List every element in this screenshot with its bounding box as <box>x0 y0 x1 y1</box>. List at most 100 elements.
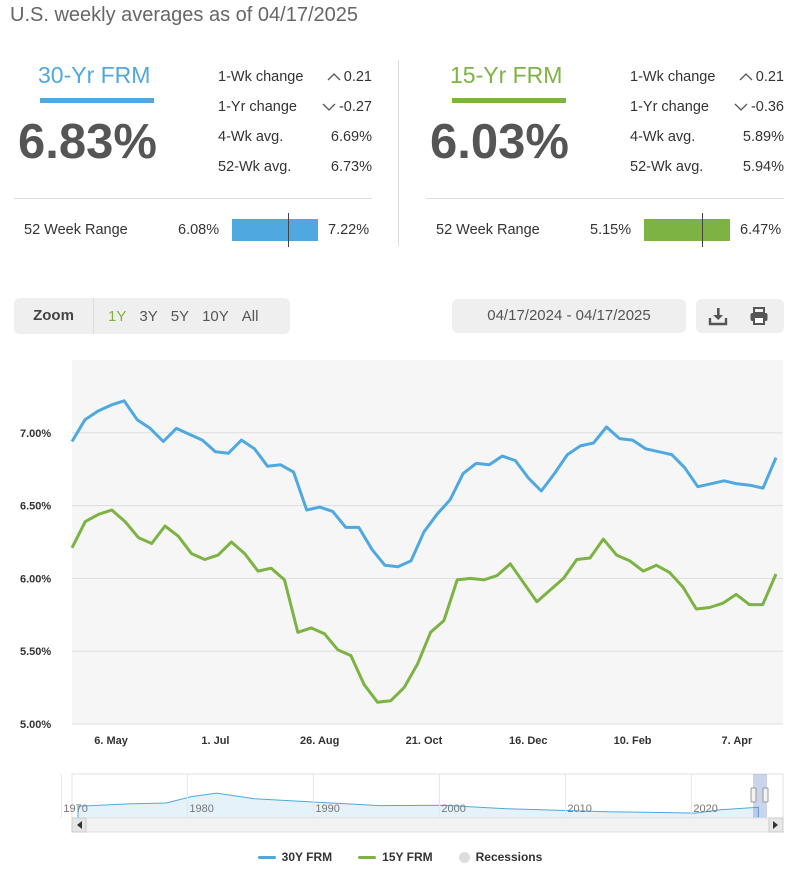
card-separator <box>398 60 399 246</box>
navigator-window[interactable] <box>753 774 767 818</box>
range-high: 7.22% <box>328 222 370 238</box>
rate-name: 15-Yr FRM <box>450 62 563 88</box>
legend-swatch <box>458 851 470 863</box>
rate-card-30yr: 30-Yr FRM 6.83% 1-Wk change 0.21 1-Yr cha… <box>14 56 374 247</box>
stat-table: 1-Wk change 0.21 1-Yr change -0.36 4-Wk av… <box>630 62 784 182</box>
y-tick-label: 6.50% <box>20 501 51 513</box>
stat-value: -0.36 <box>750 99 784 115</box>
x-tick-label: 6. May <box>94 735 129 747</box>
stat-label: 4-Wk avg. <box>630 129 696 145</box>
x-tick-label: 1. Jul <box>201 735 229 747</box>
zoom-3y-button[interactable]: 3Y <box>139 307 158 325</box>
stat-row: 4-Wk avg. 6.69% <box>218 122 372 152</box>
export-toolbar <box>696 299 784 333</box>
stat-value: 6.69% <box>330 129 372 145</box>
stat-value: 0.21 <box>755 69 784 85</box>
range-marker <box>701 213 704 247</box>
y-tick-label: 6.00% <box>20 573 51 585</box>
divider <box>426 198 784 199</box>
series-line <box>70 399 778 569</box>
stat-value: 5.89% <box>742 129 784 145</box>
range-marker <box>287 213 290 247</box>
y-tick-label: 5.50% <box>20 646 51 658</box>
print-icon[interactable] <box>749 306 769 326</box>
legend-label: 15Y FRM <box>382 850 433 864</box>
x-tick-label: 16. Dec <box>509 735 548 747</box>
stat-row: 1-Yr change -0.36 <box>630 92 784 122</box>
scrollbar-track[interactable] <box>71 817 784 833</box>
range-bar <box>232 213 318 247</box>
rate-name: 30-Yr FRM <box>38 62 151 88</box>
rate-value: 6.03% <box>430 115 569 169</box>
legend-label: 30Y FRM <box>281 850 333 864</box>
navigator-tick-label: 1970 <box>63 803 87 815</box>
y-tick-label: 7.00% <box>20 428 51 440</box>
range-high: 6.47% <box>740 222 782 238</box>
x-tick-label: 7. Apr <box>722 735 753 747</box>
zoom-5y-button[interactable]: 5Y <box>170 307 190 325</box>
legend-item-15y[interactable]: 15Y FRM <box>358 850 433 864</box>
stat-row: 1-Wk change 0.21 <box>630 62 784 92</box>
stat-row: 1-Yr change -0.27 <box>218 92 372 122</box>
zoom-toolbar: Zoom 1Y 3Y 5Y 10Y All <box>14 298 290 334</box>
range-label: 52 Week Range <box>436 222 540 238</box>
series-line <box>70 508 778 704</box>
chevron-up-icon <box>739 73 753 81</box>
zoom-label: Zoom <box>14 298 94 334</box>
legend-item-recessions[interactable]: Recessions <box>458 850 543 864</box>
stat-label: 52-Wk avg. <box>218 159 292 175</box>
stat-value: -0.27 <box>338 99 372 115</box>
navigator-area <box>71 773 784 819</box>
plot-area <box>72 360 783 724</box>
stat-label: 1-Yr change <box>218 99 297 115</box>
legend-label: Recessions <box>475 850 543 864</box>
range-low: 5.15% <box>590 222 632 238</box>
range-low: 6.08% <box>178 222 220 238</box>
divider <box>14 198 372 199</box>
stat-row: 52-Wk avg. 6.73% <box>218 152 372 182</box>
chevron-up-icon <box>327 73 341 81</box>
stat-label: 1-Wk change <box>218 69 304 85</box>
stat-label: 52-Wk avg. <box>630 159 704 175</box>
rate-value: 6.83% <box>18 115 157 169</box>
stat-row: 1-Wk change 0.21 <box>218 62 372 92</box>
page-title: U.S. weekly averages as of 04/17/2025 <box>10 4 358 26</box>
stat-value: 0.21 <box>343 69 372 85</box>
y-tick-label: 5.00% <box>20 719 51 731</box>
stat-label: 4-Wk avg. <box>218 129 284 145</box>
zoom-all-button[interactable]: All <box>241 307 259 325</box>
rate-underline <box>40 98 154 103</box>
navigator-series <box>77 792 759 819</box>
stat-value: 5.94% <box>742 159 784 175</box>
stat-label: 1-Wk change <box>630 69 716 85</box>
range-bar <box>644 213 730 247</box>
stat-label: 1-Yr change <box>630 99 709 115</box>
x-tick-label: 10. Feb <box>614 735 652 747</box>
stat-row: 4-Wk avg. 5.89% <box>630 122 784 152</box>
rate-card-15yr: 15-Yr FRM 6.03% 1-Wk change 0.21 1-Yr cha… <box>426 56 786 247</box>
x-tick-label: 21. Oct <box>406 735 443 747</box>
legend: 30Y FRM 15Y FRM Recessions <box>0 850 800 864</box>
navigator-handle-right[interactable] <box>762 787 769 803</box>
chevron-right-icon <box>773 821 778 829</box>
date-range-input[interactable]: 04/17/2024 - 04/17/2025 <box>452 299 686 333</box>
legend-swatch <box>257 855 276 859</box>
zoom-1y-button[interactable]: 1Y <box>108 307 127 325</box>
chevron-down-icon <box>322 103 336 111</box>
chevron-left-icon <box>77 821 82 829</box>
main-chart: 5.00% 5.50% 6.00% 6.50% 7.00% 6. May 1. Jul 26… <box>20 360 783 747</box>
navigator-tick-label: 2000 <box>441 803 465 815</box>
navigator-tick-label: 2010 <box>567 803 591 815</box>
stat-value: 6.73% <box>330 159 372 175</box>
range-label: 52 Week Range <box>24 222 128 238</box>
legend-item-30y[interactable]: 30Y FRM <box>257 850 333 864</box>
zoom-10y-button[interactable]: 10Y <box>202 307 229 325</box>
download-icon[interactable] <box>708 306 728 326</box>
navigator[interactable]: 1970 1980 1990 2000 2010 2020 <box>0 770 800 836</box>
x-tick-label: 26. Aug <box>300 735 339 747</box>
legend-swatch <box>358 855 377 859</box>
navigator-tick-label: 1980 <box>189 803 213 815</box>
stat-row: 52-Wk avg. 5.94% <box>630 152 784 182</box>
navigator-tick-label: 1990 <box>315 803 339 815</box>
navigator-handle-left[interactable] <box>750 787 757 803</box>
